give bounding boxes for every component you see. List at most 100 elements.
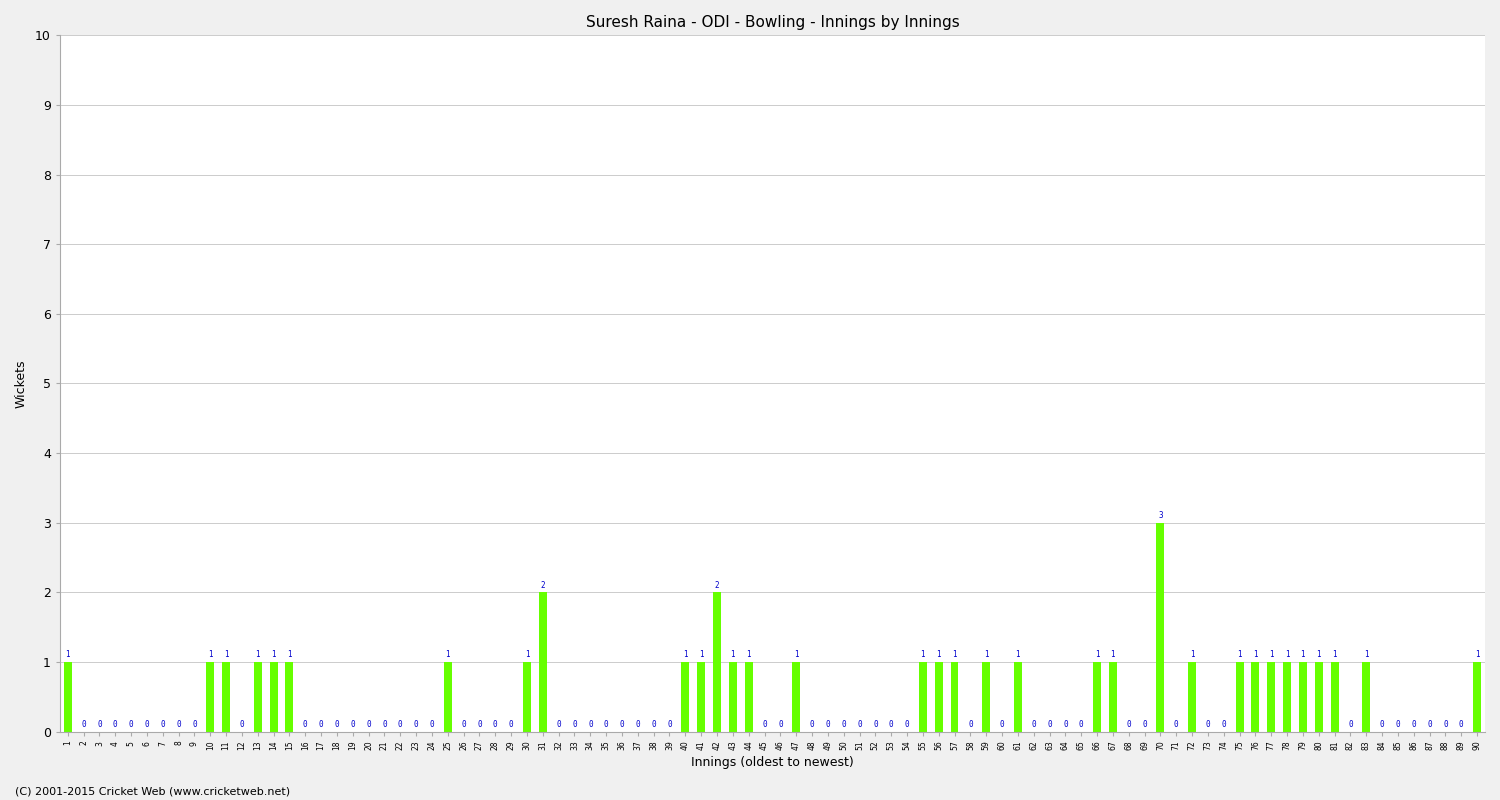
Text: 0: 0	[968, 720, 972, 729]
Bar	[254, 662, 261, 732]
Text: 0: 0	[572, 720, 578, 729]
Text: 0: 0	[999, 720, 1005, 729]
Text: 0: 0	[588, 720, 592, 729]
Text: 0: 0	[129, 720, 134, 729]
Text: 0: 0	[778, 720, 783, 729]
Text: 1: 1	[921, 650, 926, 659]
Text: 1: 1	[730, 650, 735, 659]
Bar	[792, 662, 800, 732]
Text: 1: 1	[224, 650, 228, 659]
Text: 1: 1	[1252, 650, 1257, 659]
Text: 0: 0	[509, 720, 513, 729]
Bar	[538, 592, 548, 732]
Bar	[681, 662, 690, 732]
Text: 0: 0	[1412, 720, 1416, 729]
Text: 0: 0	[1078, 720, 1083, 729]
Text: 0: 0	[1032, 720, 1036, 729]
Bar	[1094, 662, 1101, 732]
Text: 1: 1	[525, 650, 530, 659]
Text: 0: 0	[398, 720, 402, 729]
Text: 0: 0	[1047, 720, 1052, 729]
Text: 0: 0	[904, 720, 909, 729]
Y-axis label: Wickets: Wickets	[15, 359, 28, 408]
Text: 0: 0	[240, 720, 244, 729]
Text: 0: 0	[762, 720, 766, 729]
Text: 1: 1	[936, 650, 940, 659]
Text: 1: 1	[984, 650, 988, 659]
Text: 1: 1	[747, 650, 752, 659]
Text: 0: 0	[1206, 720, 1210, 729]
Bar	[982, 662, 990, 732]
Bar	[1282, 662, 1292, 732]
Bar	[1251, 662, 1260, 732]
Text: 1: 1	[209, 650, 213, 659]
Text: 0: 0	[477, 720, 482, 729]
Bar	[1330, 662, 1338, 732]
Text: 1: 1	[1364, 650, 1368, 659]
Bar	[744, 662, 753, 732]
Text: 1: 1	[1190, 650, 1194, 659]
Text: 1: 1	[794, 650, 798, 659]
Bar	[207, 662, 214, 732]
Text: 1: 1	[682, 650, 687, 659]
Bar	[1108, 662, 1118, 732]
Text: 0: 0	[177, 720, 182, 729]
Text: 0: 0	[494, 720, 498, 729]
Text: 0: 0	[842, 720, 846, 729]
Text: 1: 1	[446, 650, 450, 659]
Text: 0: 0	[1064, 720, 1068, 729]
Bar	[1299, 662, 1306, 732]
Text: 0: 0	[1428, 720, 1432, 729]
Text: 0: 0	[856, 720, 862, 729]
Bar	[270, 662, 278, 732]
Text: 0: 0	[1460, 720, 1464, 729]
Text: 0: 0	[334, 720, 339, 729]
Bar	[1236, 662, 1244, 732]
Text: 0: 0	[620, 720, 624, 729]
Text: 1: 1	[1317, 650, 1322, 659]
Bar	[524, 662, 531, 732]
Title: Suresh Raina - ODI - Bowling - Innings by Innings: Suresh Raina - ODI - Bowling - Innings b…	[585, 15, 960, 30]
Bar	[1316, 662, 1323, 732]
Text: 0: 0	[636, 720, 640, 729]
Bar	[712, 592, 722, 732]
Text: 0: 0	[382, 720, 387, 729]
Text: 0: 0	[1221, 720, 1226, 729]
Text: 0: 0	[651, 720, 656, 729]
Text: 0: 0	[1174, 720, 1179, 729]
X-axis label: Innings (oldest to newest): Innings (oldest to newest)	[692, 756, 853, 769]
Bar	[285, 662, 294, 732]
Text: 0: 0	[1126, 720, 1131, 729]
Text: 1: 1	[1238, 650, 1242, 659]
Text: 0: 0	[462, 720, 466, 729]
Text: 0: 0	[1142, 720, 1148, 729]
Text: 1: 1	[1474, 650, 1479, 659]
Text: 0: 0	[556, 720, 561, 729]
Bar	[934, 662, 942, 732]
Text: 3: 3	[1158, 511, 1162, 520]
Text: 0: 0	[81, 720, 86, 729]
Text: 0: 0	[366, 720, 370, 729]
Text: 0: 0	[604, 720, 609, 729]
Text: 0: 0	[144, 720, 150, 729]
Text: 1: 1	[952, 650, 957, 659]
Text: 0: 0	[192, 720, 196, 729]
Bar	[920, 662, 927, 732]
Bar	[729, 662, 736, 732]
Text: 0: 0	[810, 720, 814, 729]
Text: 0: 0	[1395, 720, 1400, 729]
Bar	[64, 662, 72, 732]
Text: 0: 0	[825, 720, 830, 729]
Text: 0: 0	[1348, 720, 1353, 729]
Text: 0: 0	[303, 720, 307, 729]
Bar	[698, 662, 705, 732]
Bar	[1188, 662, 1196, 732]
Bar	[1156, 522, 1164, 732]
Text: (C) 2001-2015 Cricket Web (www.cricketweb.net): (C) 2001-2015 Cricket Web (www.cricketwe…	[15, 786, 290, 796]
Text: 1: 1	[1332, 650, 1336, 659]
Text: 1: 1	[1016, 650, 1020, 659]
Text: 0: 0	[414, 720, 419, 729]
Text: 1: 1	[1300, 650, 1305, 659]
Text: 0: 0	[160, 720, 165, 729]
Text: 0: 0	[98, 720, 102, 729]
